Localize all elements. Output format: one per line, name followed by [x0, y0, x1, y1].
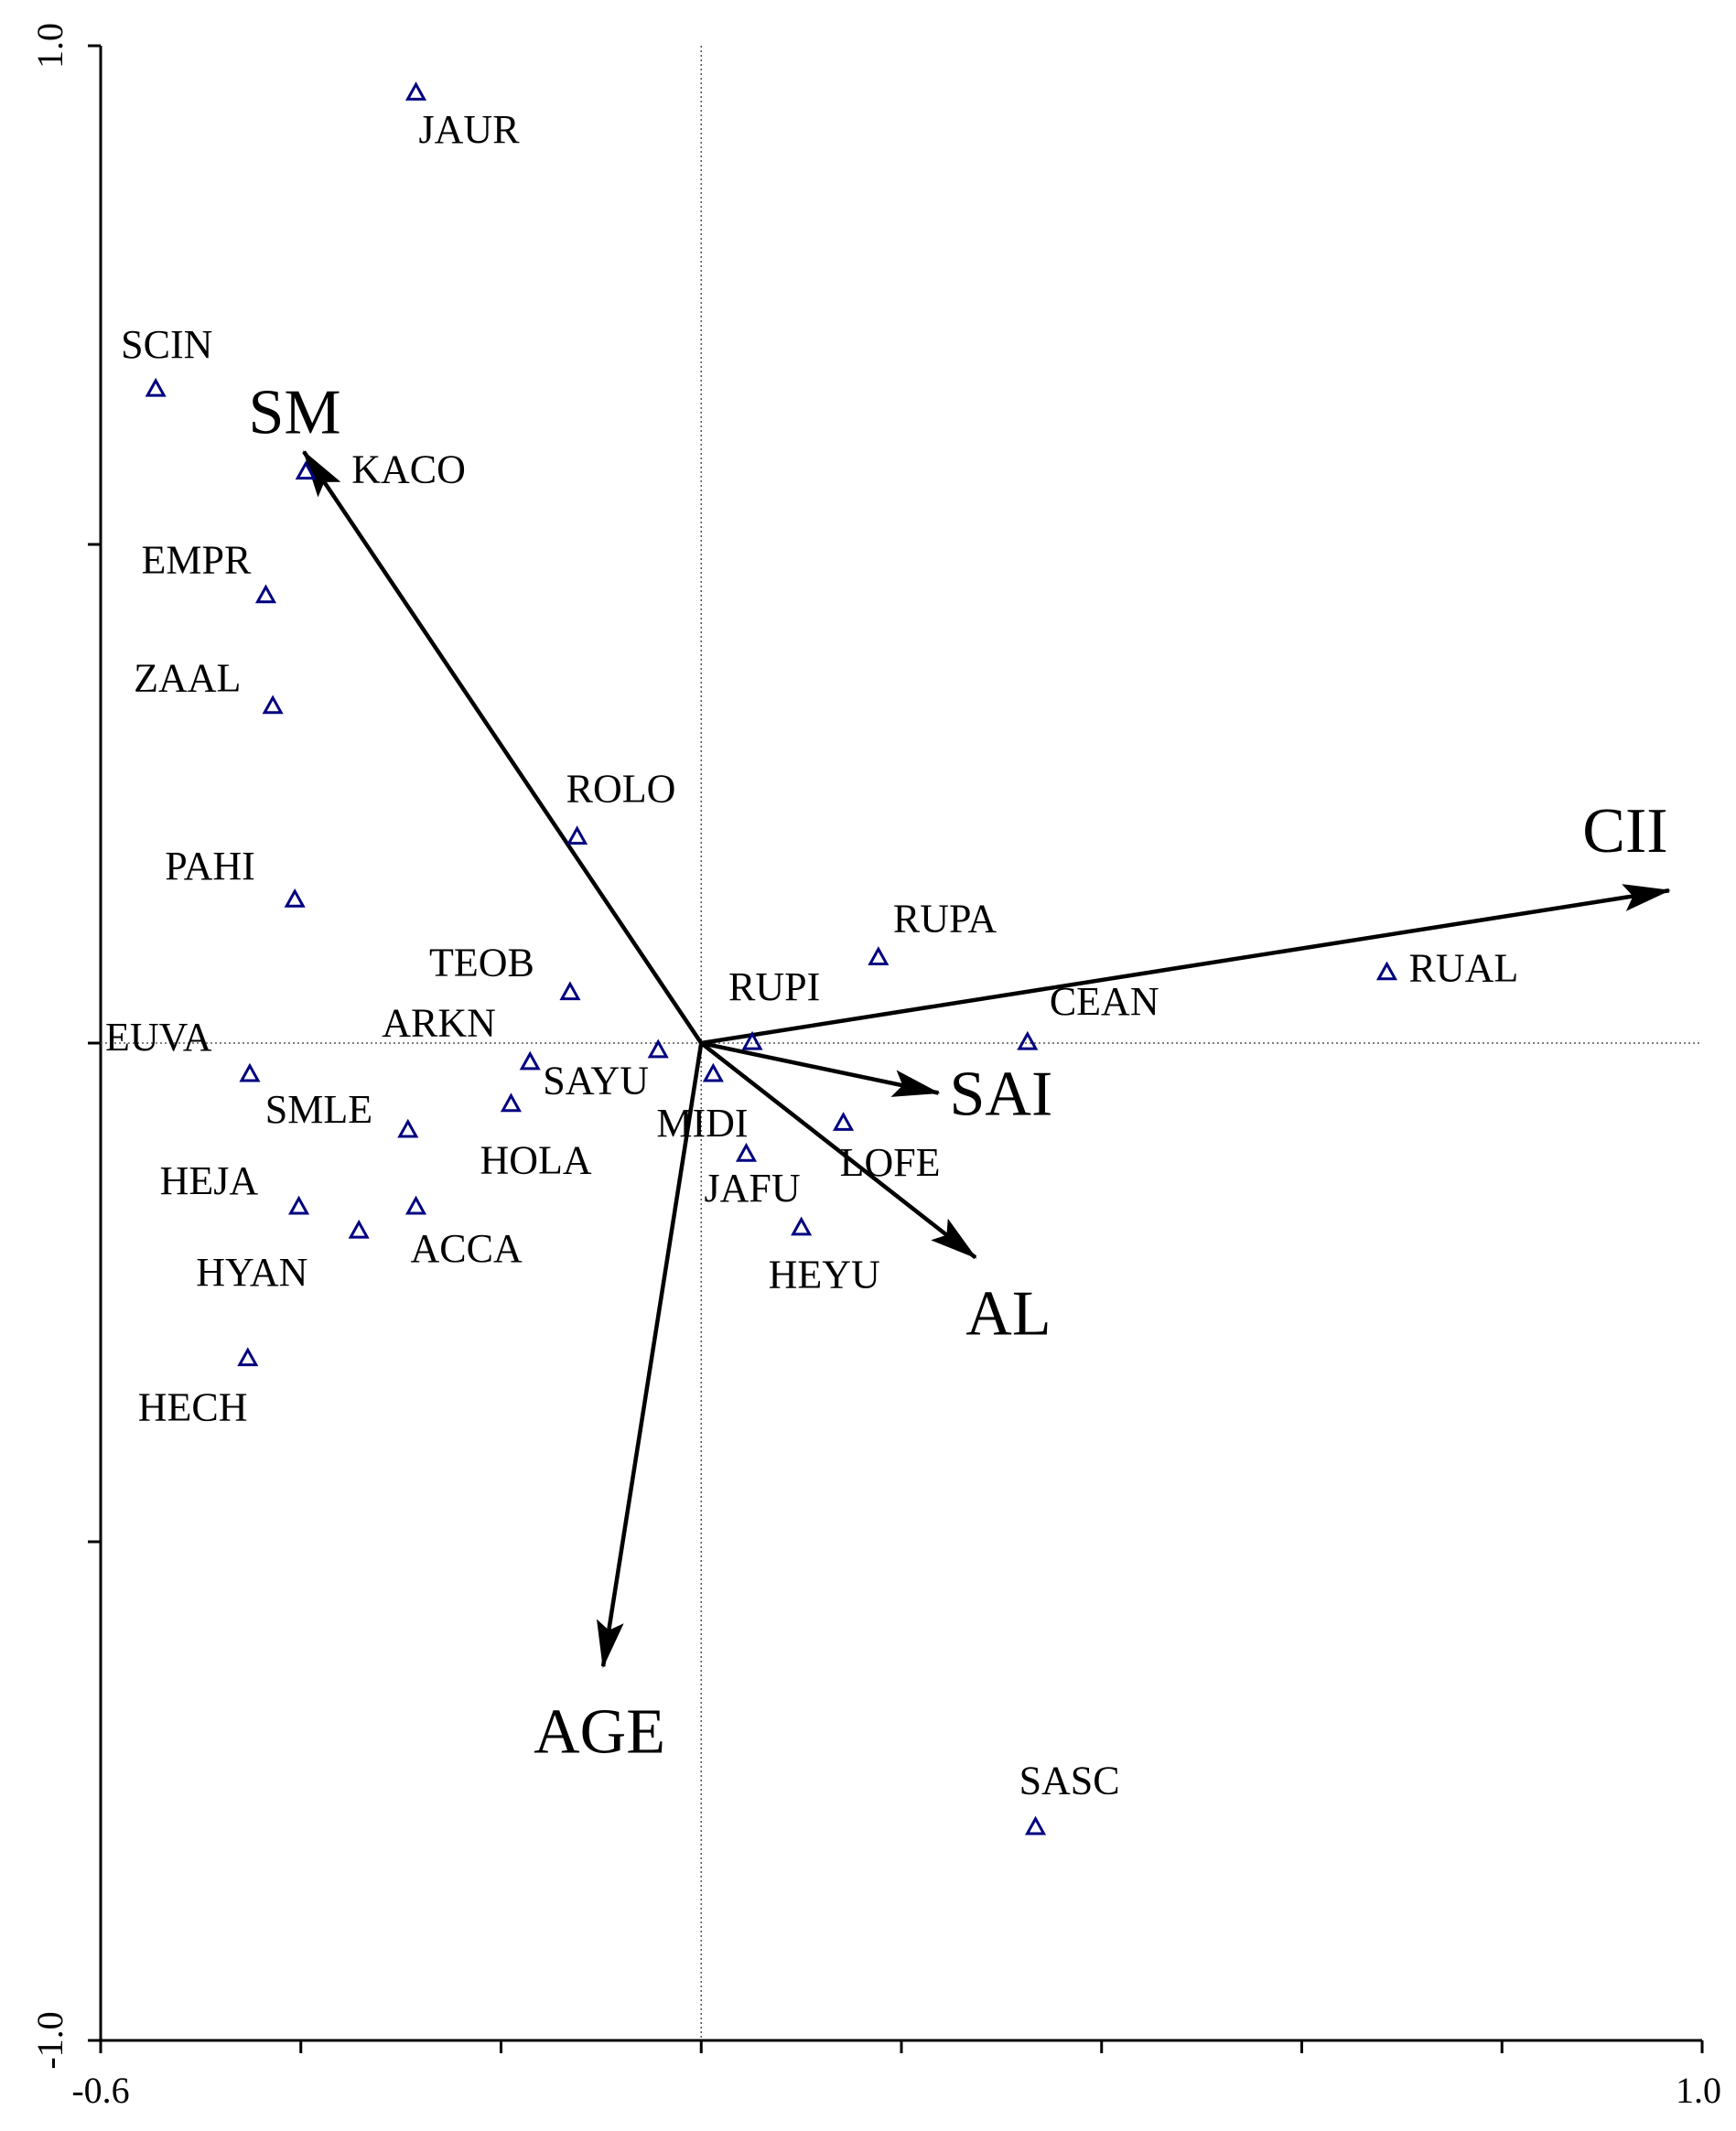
- species-label-midi: MIDI: [656, 1101, 748, 1146]
- species-marker-smle: [397, 1118, 419, 1138]
- species-marker-hech: [237, 1347, 259, 1367]
- vector-al: [699, 1041, 977, 1260]
- vector-age: [597, 1042, 704, 1669]
- species-label-hyan: HYAN: [196, 1250, 307, 1295]
- species-label-smle: SMLE: [265, 1087, 372, 1132]
- vector-label-al: AL: [965, 1278, 1051, 1349]
- species-label-jafu: JAFU: [704, 1166, 800, 1211]
- species-marker-heyu: [791, 1216, 813, 1236]
- species-marker-pahi: [284, 888, 306, 908]
- species-marker-heja: [288, 1195, 310, 1215]
- species-label-euva: EUVA: [105, 1015, 212, 1060]
- vector-label-sm: SM: [248, 378, 340, 448]
- species-marker-rupi: [741, 1030, 763, 1050]
- vector-label-sai: SAI: [949, 1060, 1052, 1130]
- species-label-rupi: RUPI: [728, 964, 820, 1009]
- species-label-empr: EMPR: [141, 538, 251, 583]
- vector-label-cii: CII: [1582, 796, 1667, 866]
- species-label-hech: HECH: [138, 1384, 248, 1429]
- species-label-hola: HOLA: [480, 1137, 591, 1182]
- x-tick-label: -0.6: [71, 2070, 129, 2111]
- species-label-heja: HEJA: [160, 1158, 259, 1203]
- species-label-acca: ACCA: [411, 1226, 523, 1271]
- species-marker-empr: [254, 584, 277, 604]
- species-marker-sasc: [1025, 1815, 1047, 1835]
- species-marker-jaur: [404, 81, 427, 101]
- y-tick-label: 1.0: [29, 23, 70, 69]
- species-marker-acca: [404, 1195, 427, 1215]
- species-marker-zaal: [262, 694, 284, 715]
- species-marker-midi: [702, 1062, 724, 1082]
- species-marker-jafu: [735, 1142, 758, 1162]
- species-label-zaal: ZAAL: [134, 656, 241, 701]
- species-marker-teob: [559, 981, 581, 1001]
- species-points: JAUR SCIN KACO EMPR ZAAL ROLO PAHI RUPA RUAL TEOB…: [105, 81, 1518, 1835]
- x-tick-label: 1.0: [1676, 2070, 1721, 2111]
- species-label-arkn: ARKN: [382, 1001, 496, 1046]
- species-marker-rual: [1375, 961, 1398, 981]
- species-label-rolo: ROLO: [566, 766, 676, 811]
- species-marker-arkn: [519, 1050, 541, 1071]
- species-label-teob: TEOB: [429, 940, 534, 985]
- species-marker-cean: [1017, 1030, 1039, 1050]
- species-label-lofe: LOFE: [840, 1140, 941, 1185]
- species-label-pahi: PAHI: [165, 844, 255, 888]
- vector-cii: [700, 884, 1671, 1046]
- species-label-rupa: RUPA: [893, 896, 997, 941]
- species-marker-scin: [145, 377, 167, 397]
- species-marker-euva: [239, 1062, 261, 1082]
- species-label-sayu: SAYU: [543, 1059, 649, 1103]
- vector-sai: [700, 1040, 941, 1097]
- species-label-rual: RUAL: [1408, 946, 1518, 991]
- species-marker-hola: [500, 1092, 522, 1113]
- species-marker-kaco: [295, 460, 317, 480]
- species-label-kaco: KACO: [351, 447, 466, 491]
- species-label-cean: CEAN: [1050, 979, 1159, 1024]
- species-label-scin: SCIN: [121, 322, 212, 367]
- vector-sm: [302, 449, 704, 1045]
- species-marker-sayu: [647, 1039, 669, 1059]
- species-label-heyu: HEYU: [769, 1253, 880, 1297]
- axes: -0.6 1.0 1.0 -1.0: [29, 23, 1721, 2111]
- species-marker-hyan: [348, 1219, 370, 1239]
- zero-lines: [101, 46, 1702, 2040]
- species-marker-lofe: [833, 1112, 855, 1131]
- species-marker-rupa: [868, 946, 890, 965]
- y-tick-label: -1.0: [29, 2011, 70, 2069]
- species-label-sasc: SASC: [1019, 1759, 1120, 1803]
- environmental-vectors: SM CII SAI AL AGE: [248, 378, 1671, 1767]
- species-marker-rolo: [566, 825, 588, 845]
- species-label-jaur: JAUR: [419, 107, 521, 152]
- vector-label-age: AGE: [534, 1696, 665, 1767]
